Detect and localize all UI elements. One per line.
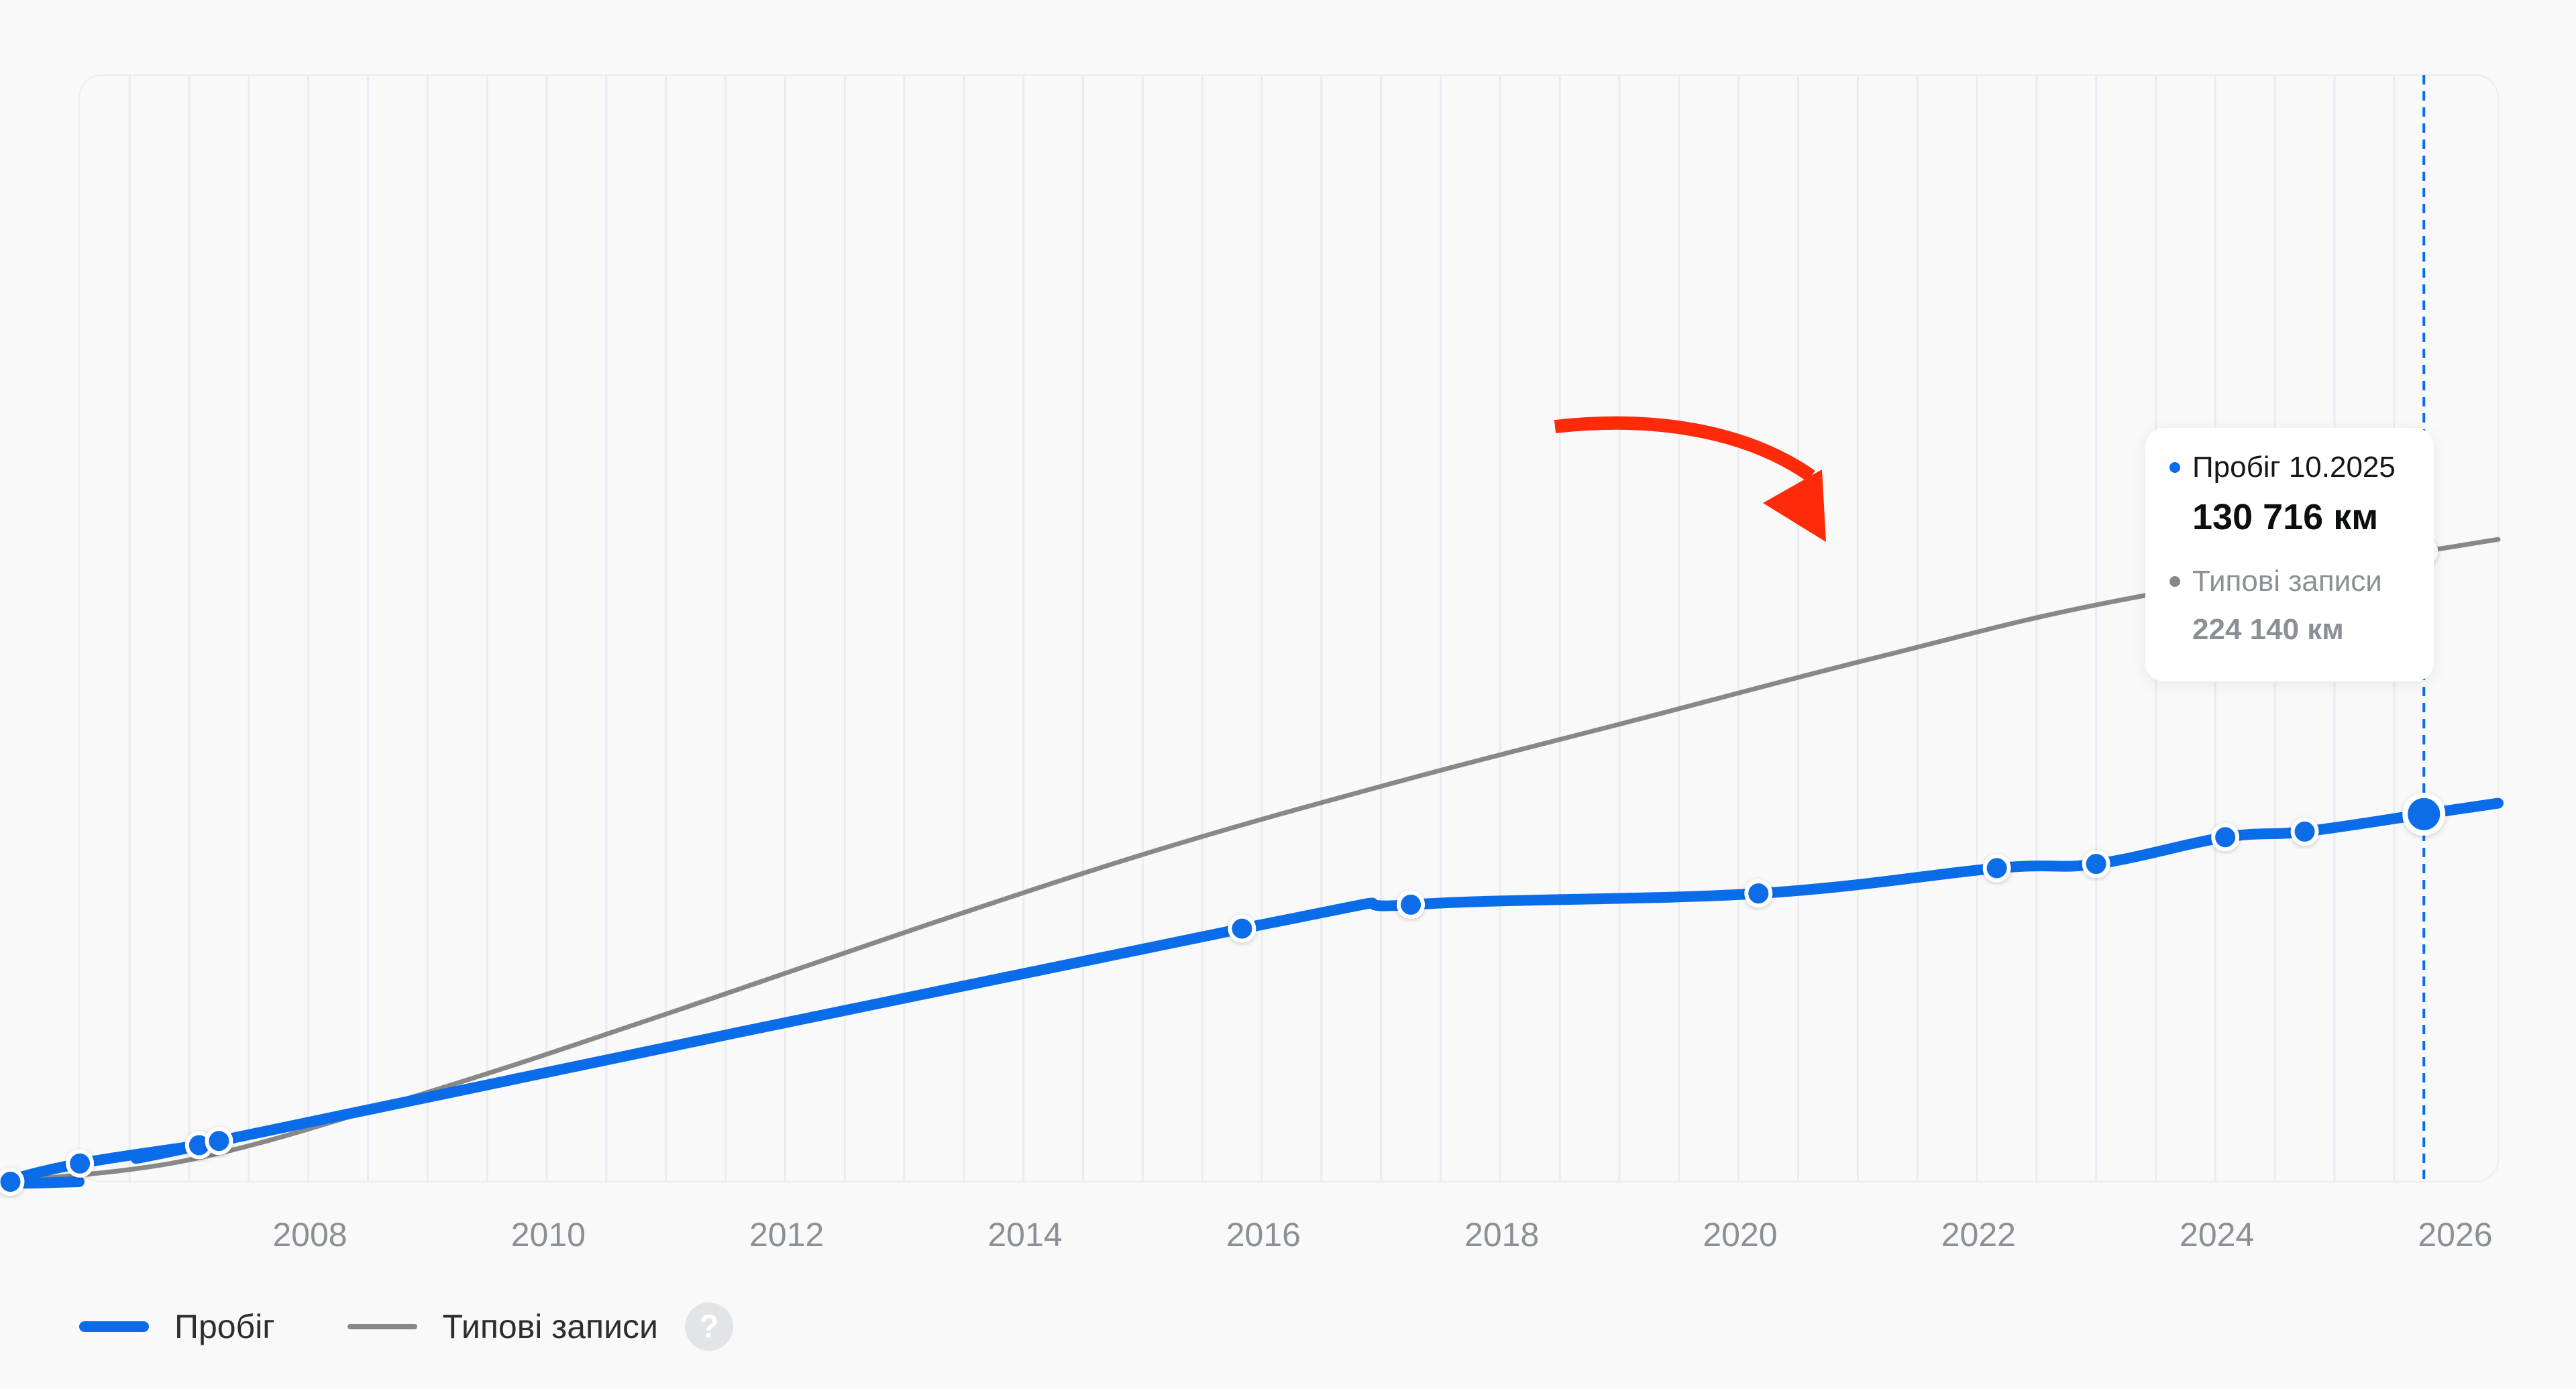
- mileage-point[interactable]: [1397, 890, 1426, 919]
- x-axis-tick-labels: 2008 2010 2012 2014 2016 2018 2020 2022 2024 2026: [272, 1216, 2492, 1254]
- x-tick-label: 2012: [749, 1216, 824, 1254]
- x-tick-label: 2022: [1941, 1216, 2016, 1254]
- tooltip-primary-row: Пробіг 10.2025: [2169, 451, 2410, 484]
- x-tick-label: 2020: [1703, 1216, 1777, 1254]
- tooltip-primary-label: Пробіг 10.2025: [2192, 451, 2396, 484]
- help-icon[interactable]: ?: [684, 1302, 733, 1351]
- mileage-point[interactable]: [1744, 879, 1773, 908]
- mileage-point[interactable]: [0, 1168, 25, 1196]
- legend-item-mileage[interactable]: Пробіг: [79, 1307, 275, 1346]
- mileage-point[interactable]: [2211, 823, 2240, 852]
- tooltip-secondary-value: 224 140 км: [2192, 613, 2344, 646]
- x-tick-label: 2008: [272, 1216, 347, 1254]
- tooltip-primary-value: 130 716 км: [2192, 497, 2379, 537]
- legend-label-typical: Типові записи: [442, 1308, 658, 1345]
- chart-tooltip: Пробіг 10.2025 130 716 км Типові записи …: [2145, 428, 2434, 681]
- mileage-point[interactable]: [2082, 850, 2110, 879]
- tooltip-primary-dot: [2169, 462, 2180, 473]
- annotation-arrow: [1554, 416, 1826, 542]
- mileage-point-active[interactable]: [2402, 792, 2446, 836]
- tooltip-secondary-label: Типові записи: [2192, 565, 2382, 598]
- tooltip-secondary-dot: [2169, 576, 2180, 587]
- mileage-point[interactable]: [1228, 914, 1256, 943]
- mileage-point[interactable]: [2290, 817, 2319, 846]
- legend-item-typical[interactable]: Типові записи ?: [347, 1302, 733, 1351]
- chart-legend: Пробіг Типові записи ?: [79, 1300, 733, 1353]
- x-tick-label: 2016: [1226, 1216, 1301, 1254]
- mileage-point[interactable]: [1982, 854, 2011, 883]
- x-tick-label: 2010: [511, 1216, 586, 1254]
- x-tick-label: 2014: [987, 1216, 1062, 1254]
- legend-swatch-mileage: [79, 1321, 149, 1332]
- series-line-typical: [4, 537, 2501, 1186]
- legend-label-mileage: Пробіг: [174, 1308, 275, 1345]
- tooltip-secondary-row: Типові записи: [2169, 565, 2410, 598]
- legend-swatch-typical: [347, 1324, 417, 1329]
- annotation-arrow-head: [1763, 469, 1826, 542]
- annotation-arrow-shaft: [1554, 416, 1815, 482]
- x-tick-label: 2024: [2180, 1216, 2254, 1254]
- mileage-point[interactable]: [205, 1127, 233, 1156]
- mileage-point[interactable]: [66, 1149, 95, 1178]
- x-tick-label: 2018: [1464, 1216, 1539, 1254]
- x-tick-label: 2026: [2418, 1216, 2492, 1254]
- plot-area-background: [78, 74, 2500, 1183]
